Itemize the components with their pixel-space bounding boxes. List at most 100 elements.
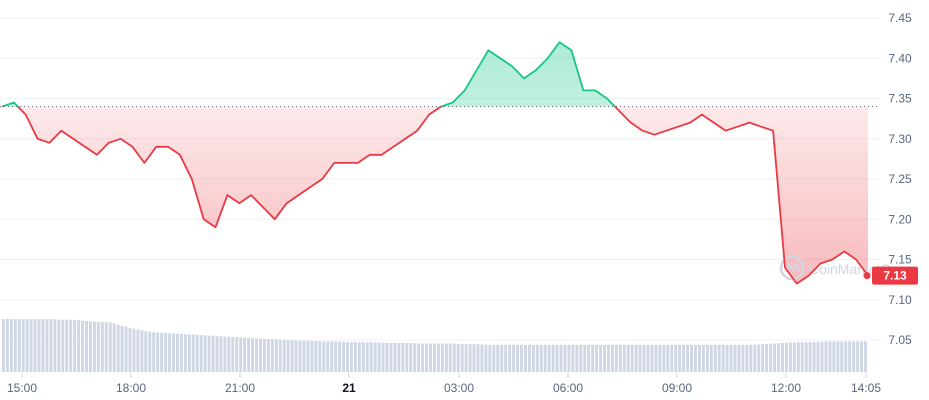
volume-bar bbox=[112, 323, 116, 372]
volume-bar bbox=[247, 337, 251, 372]
volume-bar bbox=[251, 338, 255, 372]
price-badge-bg bbox=[872, 266, 918, 285]
volume-bar bbox=[848, 341, 852, 372]
volume-bar bbox=[480, 344, 484, 372]
volume-bar bbox=[504, 344, 508, 372]
volume-bar bbox=[784, 342, 788, 372]
y-axis: 7.45 7.40 7.35 7.30 7.25 7.20 7.15 7.10 7.05 bbox=[888, 11, 912, 347]
volume-bar bbox=[607, 344, 610, 372]
volume-bar bbox=[25, 319, 29, 372]
y-tick-label: 7.05 bbox=[888, 333, 912, 347]
volume-bar bbox=[697, 344, 701, 372]
volume-bar bbox=[53, 319, 57, 372]
volume-bar bbox=[654, 344, 658, 372]
volume-bar bbox=[13, 319, 17, 372]
volume-bar bbox=[852, 341, 856, 372]
volume-bar bbox=[405, 342, 409, 372]
volume-bar bbox=[527, 344, 531, 372]
volume-bar bbox=[365, 342, 369, 372]
volume-bar bbox=[73, 319, 77, 372]
volume-bar bbox=[425, 343, 429, 372]
volume-bar bbox=[464, 344, 468, 372]
area-fills bbox=[2, 42, 868, 284]
volume-bar bbox=[227, 336, 231, 372]
volume-bar bbox=[310, 340, 314, 372]
volume-bar bbox=[674, 344, 678, 372]
volume-bar bbox=[468, 344, 472, 372]
volume-bar bbox=[349, 342, 353, 372]
volume-bar bbox=[773, 343, 777, 372]
volume-bar bbox=[37, 319, 41, 372]
volume-bar bbox=[694, 344, 697, 372]
volume-bar bbox=[318, 341, 322, 372]
volume-bar bbox=[713, 344, 717, 372]
volume-bar bbox=[65, 319, 69, 372]
volume-bar bbox=[741, 344, 745, 372]
area-fill-down bbox=[2, 106, 868, 284]
volume-bar bbox=[17, 319, 21, 372]
volume-bar bbox=[575, 344, 579, 372]
volume-bar bbox=[322, 341, 326, 372]
volume-bar bbox=[377, 342, 381, 372]
volume-bar bbox=[231, 336, 235, 372]
volume-bar bbox=[314, 341, 318, 372]
volume-bar bbox=[701, 344, 705, 372]
x-tick-label: 14:05 bbox=[851, 381, 881, 395]
price-line-down bbox=[1, 106, 869, 285]
volume-bar bbox=[614, 344, 618, 372]
volume-bar bbox=[555, 344, 559, 372]
volume-bar bbox=[812, 341, 816, 372]
volume-bar bbox=[81, 320, 85, 372]
volume-bar bbox=[599, 344, 603, 372]
volume-bar bbox=[523, 344, 527, 372]
volume-bar bbox=[21, 319, 25, 372]
volume-bar bbox=[262, 338, 266, 372]
volume-bar bbox=[777, 343, 780, 372]
y-tick-label: 7.25 bbox=[888, 172, 912, 186]
volume-bar bbox=[452, 343, 456, 372]
volume-bar bbox=[804, 342, 808, 372]
volume-bar bbox=[721, 344, 725, 372]
volume-bar bbox=[116, 324, 120, 372]
volume-bar bbox=[393, 342, 397, 372]
volume-bar bbox=[389, 342, 393, 372]
volume-bar bbox=[658, 344, 662, 372]
volume-bar bbox=[788, 342, 792, 372]
volume-bar bbox=[860, 341, 864, 372]
volume-bar bbox=[164, 333, 168, 372]
volume-bar bbox=[737, 344, 741, 372]
volume-bar bbox=[832, 341, 836, 372]
volume-bar bbox=[357, 342, 361, 372]
volume-bar bbox=[235, 337, 239, 372]
y-tick-label: 7.10 bbox=[888, 293, 912, 307]
volume-bar bbox=[551, 344, 555, 372]
volume-bar bbox=[559, 344, 563, 372]
x-tick-label: 09:00 bbox=[662, 381, 692, 395]
volume-bar bbox=[492, 344, 496, 372]
volume-bar bbox=[717, 344, 721, 372]
volume-bar bbox=[682, 344, 686, 372]
volume-bar bbox=[583, 344, 587, 372]
volume-bar bbox=[610, 344, 614, 372]
volume-bar bbox=[800, 342, 804, 372]
volume-bar bbox=[626, 344, 630, 372]
volume-bar bbox=[484, 344, 488, 372]
volume-bar bbox=[456, 343, 460, 372]
volume-bar bbox=[769, 343, 773, 372]
volume-bar bbox=[563, 344, 567, 372]
volume-bar bbox=[172, 333, 175, 372]
volume-bar bbox=[69, 319, 73, 372]
volume-bar bbox=[219, 336, 223, 372]
volume-bar bbox=[705, 344, 709, 372]
volume-bar bbox=[187, 334, 191, 372]
y-tick-label: 7.20 bbox=[888, 212, 912, 226]
volume-bar bbox=[77, 320, 81, 372]
volume-bar bbox=[179, 334, 183, 372]
volume-bar bbox=[168, 333, 172, 372]
volume-bar bbox=[761, 344, 765, 372]
current-price-dot bbox=[863, 272, 871, 280]
volume-bar bbox=[346, 342, 349, 372]
volume-bar bbox=[5, 319, 9, 372]
